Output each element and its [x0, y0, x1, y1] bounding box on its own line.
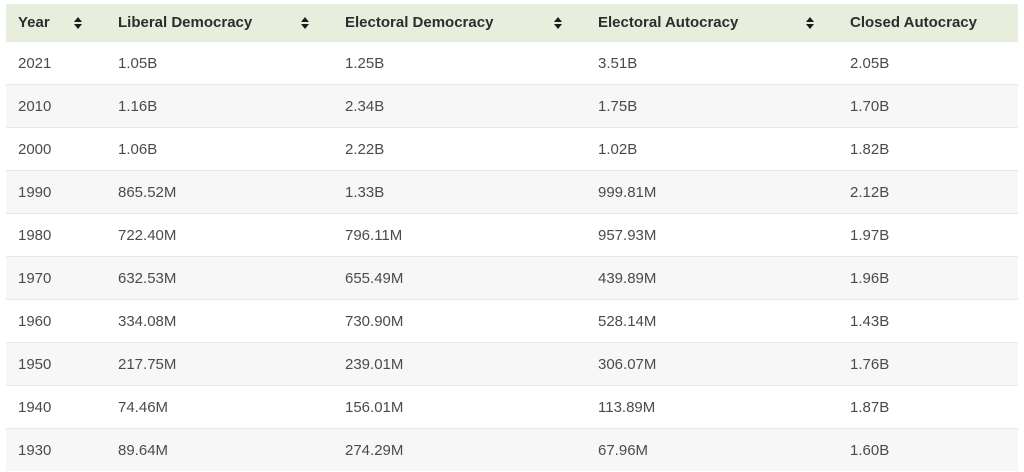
column-header-year-label: Year — [18, 14, 50, 31]
year-cell: 1940 — [18, 398, 52, 416]
value-cell: 1.76B — [850, 355, 890, 373]
column-header-closed-autocracy[interactable]: Closed Autocracy — [838, 4, 1018, 41]
value-cell: 239.01M — [345, 355, 404, 373]
value-cell: 632.53M — [118, 269, 177, 287]
column-header-year[interactable]: Year — [6, 4, 106, 41]
value-cell: 2.34B — [345, 97, 385, 115]
value-cell: 722.40M — [118, 226, 177, 244]
value-cell: 274.29M — [345, 441, 404, 459]
value-cell: 439.89M — [598, 269, 657, 287]
value-cell: 1.82B — [850, 140, 890, 158]
table-body: 2021 1.05B 1.25B 3.51B 2.05B 2010 1.16B 2.34B 1.… — [6, 41, 1018, 471]
year-cell: 1930 — [18, 441, 52, 459]
sort-icon — [806, 16, 814, 29]
value-cell: 1.02B — [598, 140, 638, 158]
table-row: 1940 74.46M 156.01M 113.89M 1.87B — [6, 385, 1018, 428]
value-cell: 74.46M — [118, 398, 169, 416]
table-row: 1950 217.75M 239.01M 306.07M 1.76B — [6, 342, 1018, 385]
value-cell: 89.64M — [118, 441, 169, 459]
value-cell: 334.08M — [118, 312, 177, 330]
value-cell: 1.33B — [345, 183, 385, 201]
value-cell: 865.52M — [118, 183, 177, 201]
column-header-liberal-democracy-label: Liberal Democracy — [118, 14, 253, 31]
value-cell: 1.97B — [850, 226, 890, 244]
table-row: 1970 632.53M 655.49M 439.89M 1.96B — [6, 256, 1018, 299]
value-cell: 999.81M — [598, 183, 657, 201]
column-header-electoral-democracy[interactable]: Electoral Democracy — [333, 4, 586, 41]
year-cell: 1970 — [18, 269, 52, 287]
value-cell: 528.14M — [598, 312, 657, 330]
table-row: 1930 89.64M 274.29M 67.96M 1.60B — [6, 428, 1018, 471]
value-cell: 1.25B — [345, 54, 385, 72]
value-cell: 67.96M — [598, 441, 649, 459]
value-cell: 957.93M — [598, 226, 657, 244]
column-header-closed-autocracy-label: Closed Autocracy — [850, 14, 977, 31]
sort-icon — [74, 16, 82, 29]
value-cell: 1.06B — [118, 140, 158, 158]
table-header-row: Year Liberal Democracy Electoral Democra… — [6, 4, 1018, 41]
value-cell: 655.49M — [345, 269, 404, 287]
table-row: 2010 1.16B 2.34B 1.75B 1.70B — [6, 84, 1018, 127]
value-cell: 796.11M — [345, 226, 403, 244]
table-row: 2000 1.06B 2.22B 1.02B 1.82B — [6, 127, 1018, 170]
value-cell: 1.60B — [850, 441, 890, 459]
year-cell: 2010 — [18, 97, 52, 115]
column-header-electoral-autocracy[interactable]: Electoral Autocracy — [586, 4, 838, 41]
value-cell: 730.90M — [345, 312, 404, 330]
value-cell: 3.51B — [598, 54, 638, 72]
value-cell: 113.89M — [598, 398, 656, 416]
value-cell: 217.75M — [118, 355, 177, 373]
year-cell: 2000 — [18, 140, 52, 158]
table-row: 2021 1.05B 1.25B 3.51B 2.05B — [6, 41, 1018, 84]
value-cell: 1.96B — [850, 269, 890, 287]
value-cell: 1.16B — [118, 97, 158, 115]
value-cell: 306.07M — [598, 355, 657, 373]
value-cell: 2.05B — [850, 54, 890, 72]
year-cell: 2021 — [18, 54, 52, 72]
regimes-data-table: Year Liberal Democracy Electoral Democra… — [6, 4, 1018, 471]
year-cell: 1960 — [18, 312, 52, 330]
value-cell: 1.05B — [118, 54, 158, 72]
column-header-electoral-autocracy-label: Electoral Autocracy — [598, 14, 739, 31]
value-cell: 2.12B — [850, 183, 890, 201]
sort-icon — [301, 16, 309, 29]
year-cell: 1990 — [18, 183, 52, 201]
table-row: 1990 865.52M 1.33B 999.81M 2.12B — [6, 170, 1018, 213]
value-cell: 1.87B — [850, 398, 890, 416]
year-cell: 1980 — [18, 226, 52, 244]
value-cell: 156.01M — [345, 398, 404, 416]
value-cell: 2.22B — [345, 140, 385, 158]
sort-icon — [554, 16, 562, 29]
table-row: 1980 722.40M 796.11M 957.93M 1.97B — [6, 213, 1018, 256]
value-cell: 1.43B — [850, 312, 890, 330]
value-cell: 1.75B — [598, 97, 638, 115]
table-row: 1960 334.08M 730.90M 528.14M 1.43B — [6, 299, 1018, 342]
column-header-electoral-democracy-label: Electoral Democracy — [345, 14, 494, 31]
value-cell: 1.70B — [850, 97, 890, 115]
column-header-liberal-democracy[interactable]: Liberal Democracy — [106, 4, 333, 41]
year-cell: 1950 — [18, 355, 52, 373]
